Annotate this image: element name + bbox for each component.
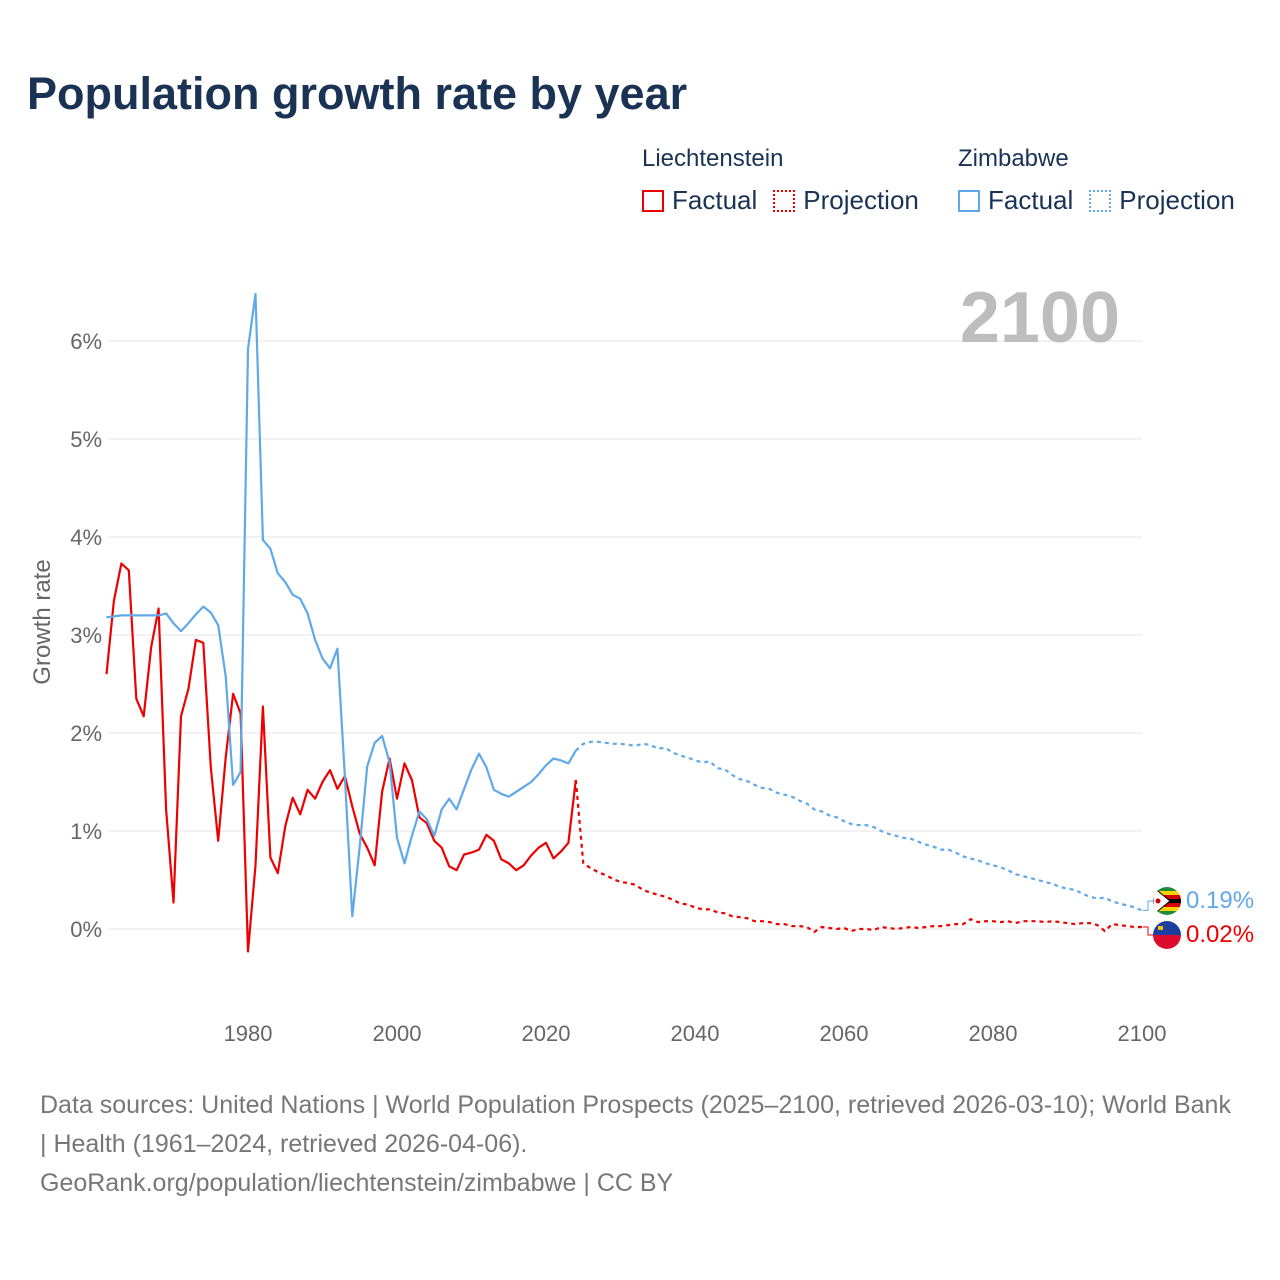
y-tick-label: 2% <box>70 721 102 746</box>
x-tick-label: 2080 <box>969 1021 1018 1046</box>
y-tick-label: 1% <box>70 819 102 844</box>
legend-label: Factual <box>672 185 758 215</box>
legend-projection[interactable]: Projection <box>1089 185 1235 216</box>
zimbabwe-end-label: 0.19% <box>1186 887 1254 914</box>
x-tick-label: 1980 <box>224 1021 273 1046</box>
year-watermark: 2100 <box>960 278 1120 358</box>
legend-zimbabwe: Zimbabwe Factual Projection <box>958 145 1251 216</box>
y-tick-label: 4% <box>70 525 102 550</box>
data-sources: Data sources: United Nations | World Pop… <box>40 1091 1231 1158</box>
y-tick-label: 0% <box>70 917 102 942</box>
liechtenstein-end-label: 0.02% <box>1186 921 1254 948</box>
source-link[interactable]: GeoRank.org/population/liechtenstein/zim… <box>40 1169 674 1197</box>
x-tick-label: 2000 <box>373 1021 422 1046</box>
legend-factual[interactable]: Factual <box>958 185 1073 216</box>
legend-label: Projection <box>1119 185 1235 215</box>
y-tick-label: 5% <box>70 427 102 452</box>
x-tick-label: 2020 <box>522 1021 571 1046</box>
y-tick-label: 6% <box>70 329 102 354</box>
dotted-swatch-icon <box>1089 189 1112 212</box>
legend-projection[interactable]: Projection <box>773 185 919 216</box>
x-tick-label: 2100 <box>1118 1021 1167 1046</box>
chart-title: Population growth rate by year <box>27 68 688 119</box>
liechtenstein-label-connector <box>1143 926 1153 936</box>
liechtenstein-projection-line <box>574 779 1142 934</box>
legend-country: Zimbabwe <box>958 145 1069 172</box>
zimbabwe-flag-icon <box>1153 887 1181 915</box>
legend-factual[interactable]: Factual <box>642 185 757 216</box>
footer: Data sources: United Nations | World Pop… <box>40 1086 1240 1203</box>
x-tick-label: 2040 <box>671 1021 720 1046</box>
y-tick-label: 3% <box>70 623 102 648</box>
solid-swatch-icon <box>642 189 664 212</box>
liechtenstein-factual-line <box>105 562 577 953</box>
legend-liechtenstein: Liechtenstein Factual Projection <box>642 145 935 216</box>
zimbabwe-projection-line <box>575 740 1143 912</box>
zimbabwe-factual-line <box>106 292 577 918</box>
y-axis-label: Growth rate <box>29 559 56 684</box>
liechtenstein-flag-icon <box>1153 921 1181 949</box>
dotted-swatch-icon <box>773 189 796 212</box>
x-tick-label: 2060 <box>820 1021 869 1046</box>
legend-label: Factual <box>988 185 1074 215</box>
legend-country: Liechtenstein <box>642 145 784 172</box>
zimbabwe-label-connector <box>1143 900 1153 911</box>
legend-label: Projection <box>803 185 919 215</box>
solid-swatch-icon <box>958 189 980 212</box>
